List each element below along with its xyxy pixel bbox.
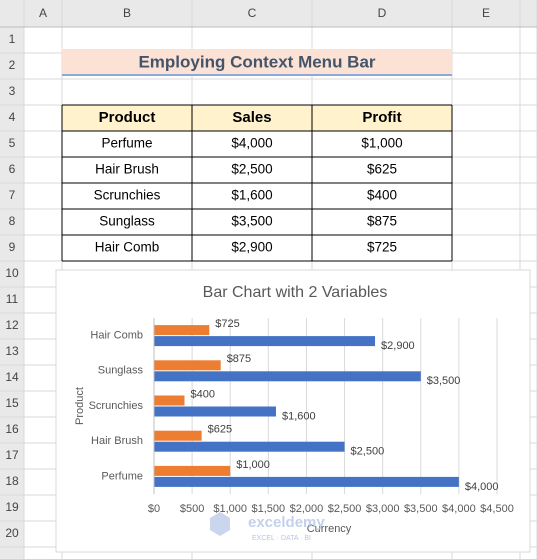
bar [154, 371, 421, 382]
x-axis-label: Currency [307, 523, 352, 535]
bar [154, 406, 276, 417]
column-header-bar [0, 0, 537, 27]
table-header-fill [62, 105, 452, 131]
x-tick-label: $2,000 [290, 503, 324, 515]
data-label: $625 [208, 424, 232, 436]
row-header: 3 [9, 84, 16, 98]
table-header: Product [99, 109, 156, 126]
y-tick-label: Hair Brush [91, 435, 143, 447]
column-header: C [248, 6, 257, 20]
data-label: $4,000 [465, 481, 499, 493]
table-cell: $2,900 [231, 240, 272, 255]
watermark-name: exceldemy [248, 514, 325, 531]
data-label: $400 [190, 388, 214, 400]
table-cell: Hair Comb [95, 240, 160, 255]
x-tick-label: $3,000 [366, 503, 400, 515]
table-cell: $1,600 [231, 188, 272, 203]
title-cell [62, 49, 452, 75]
x-tick-label: $2,500 [328, 503, 362, 515]
y-tick-label: Scrunchies [89, 400, 144, 412]
x-tick-label: $500 [180, 503, 204, 515]
data-label: $725 [215, 318, 239, 330]
row-header: 20 [5, 526, 19, 540]
row-header: 15 [5, 396, 19, 410]
row-header: 6 [9, 162, 16, 176]
table-cell: $4,000 [231, 136, 272, 151]
x-tick-label: $3,500 [404, 503, 438, 515]
watermark-logo [210, 512, 230, 536]
bar [154, 325, 210, 336]
x-tick-label: $0 [148, 503, 160, 515]
bar [154, 465, 231, 476]
bar [154, 476, 459, 487]
row-header: 9 [9, 240, 16, 254]
watermark-tagline: EXCEL · DATA · BI [252, 535, 311, 542]
bar [154, 336, 376, 347]
column-header: E [482, 6, 490, 20]
chart-title: Bar Chart with 2 Variables [203, 284, 388, 301]
row-header: 2 [9, 58, 16, 72]
row-header-bar [0, 0, 24, 559]
sheet-title: Employing Context Menu Bar [138, 52, 375, 71]
row-header: 11 [6, 292, 19, 306]
row-header: 4 [9, 110, 16, 124]
column-header: B [123, 6, 131, 20]
table-cell: Hair Brush [95, 162, 159, 177]
row-header: 1 [9, 32, 16, 46]
y-axis-label: Product [74, 387, 86, 425]
row-header: 12 [5, 318, 19, 332]
bar [154, 360, 221, 371]
data-label: $875 [227, 353, 251, 365]
table-cell: Scrunchies [94, 188, 161, 203]
chart-area [55, 269, 531, 553]
table-header: Profit [362, 109, 401, 126]
y-tick-label: Sunglass [98, 365, 144, 377]
x-tick-label: $1,500 [252, 503, 286, 515]
data-label: $2,900 [381, 340, 415, 352]
table-cell: $1,000 [361, 136, 402, 151]
y-tick-label: Perfume [101, 470, 143, 482]
column-header: D [378, 6, 387, 20]
table-cell: Perfume [101, 136, 152, 151]
row-header: 14 [5, 370, 19, 384]
x-tick-label: $1,000 [213, 503, 247, 515]
table-cell: Sunglass [99, 214, 155, 229]
table-cell: $3,500 [231, 214, 272, 229]
table-cell: $725 [367, 240, 397, 255]
row-header: 10 [5, 266, 19, 280]
row-header: 16 [5, 422, 19, 436]
table-cell: $400 [367, 188, 397, 203]
table-cell: $2,500 [231, 162, 272, 177]
data-label: $2,500 [351, 446, 385, 458]
table-cell: $625 [367, 162, 397, 177]
row-header: 5 [9, 136, 16, 150]
table-header: Sales [232, 109, 271, 126]
y-tick-label: Hair Comb [90, 330, 143, 342]
data-label: $1,600 [282, 410, 316, 422]
row-header: 7 [9, 188, 16, 202]
table-cell: $875 [367, 214, 397, 229]
data-label: $1,000 [236, 459, 270, 471]
data-label: $3,500 [427, 375, 461, 387]
row-header: 17 [5, 448, 19, 462]
bar [154, 441, 345, 452]
row-header: 8 [9, 214, 16, 228]
bar [154, 395, 185, 406]
row-header: 19 [5, 500, 19, 514]
x-tick-label: $4,500 [480, 503, 514, 515]
column-header: A [39, 6, 47, 20]
x-tick-label: $4,000 [442, 503, 476, 515]
row-header: 18 [5, 474, 19, 488]
row-header: 13 [5, 344, 19, 358]
bar [154, 430, 202, 441]
